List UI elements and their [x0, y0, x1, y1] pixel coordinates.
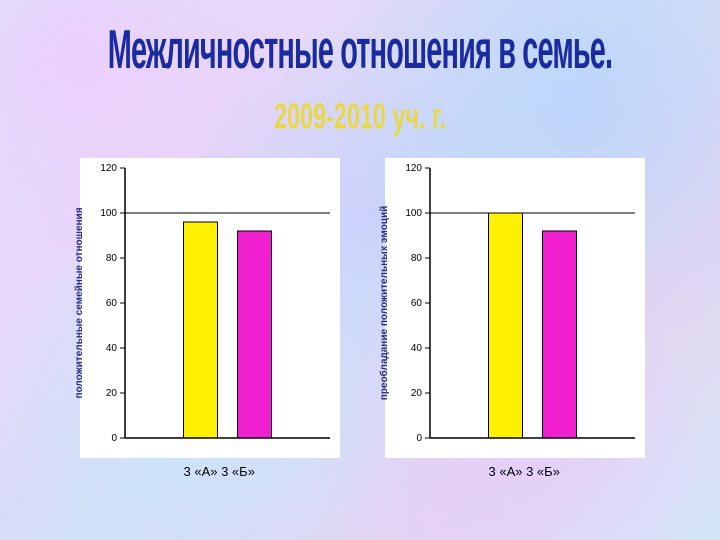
- ytick-label: 120: [405, 163, 422, 174]
- bar: [238, 231, 272, 438]
- category-labels: 3 «А» 3 «Б»: [489, 464, 560, 479]
- y-axis-label: преобладание положительных эмоций: [379, 168, 390, 438]
- ytick-label: 100: [100, 208, 117, 219]
- ytick-label: 80: [106, 253, 118, 264]
- chart-left: 020406080100120положительные семейные от…: [80, 158, 340, 458]
- bar: [184, 222, 218, 438]
- bar: [543, 231, 577, 438]
- slide-subtitle: 2009-2010 уч. г.: [36, 95, 684, 138]
- ytick-label: 20: [106, 388, 118, 399]
- bar: [489, 213, 523, 438]
- category-labels: 3 «А» 3 «Б»: [184, 464, 255, 479]
- ytick-label: 80: [411, 253, 423, 264]
- chart-plot: 0 20 40 60 80 100 120: [385, 158, 645, 458]
- y-axis-label: положительные семейные отношения: [74, 168, 85, 438]
- ytick-label: 60: [106, 298, 118, 309]
- ytick-label: 120: [100, 163, 117, 174]
- chart-right: 020406080100120преобладание положительны…: [385, 158, 645, 458]
- ytick-label: 100: [405, 208, 422, 219]
- ytick-label: 20: [411, 388, 423, 399]
- chart-plot: 0 20 40 60 80 100 120: [80, 158, 340, 458]
- ytick-label: 0: [416, 433, 422, 444]
- ytick-label: 60: [411, 298, 423, 309]
- ytick-label: 0: [111, 433, 117, 444]
- slide-root: { "title": { "text": "Межличностные отно…: [0, 0, 720, 540]
- ytick-label: 40: [106, 343, 118, 354]
- ytick-label: 40: [411, 343, 423, 354]
- slide-title: Межличностные отношения в семье.: [54, 20, 666, 82]
